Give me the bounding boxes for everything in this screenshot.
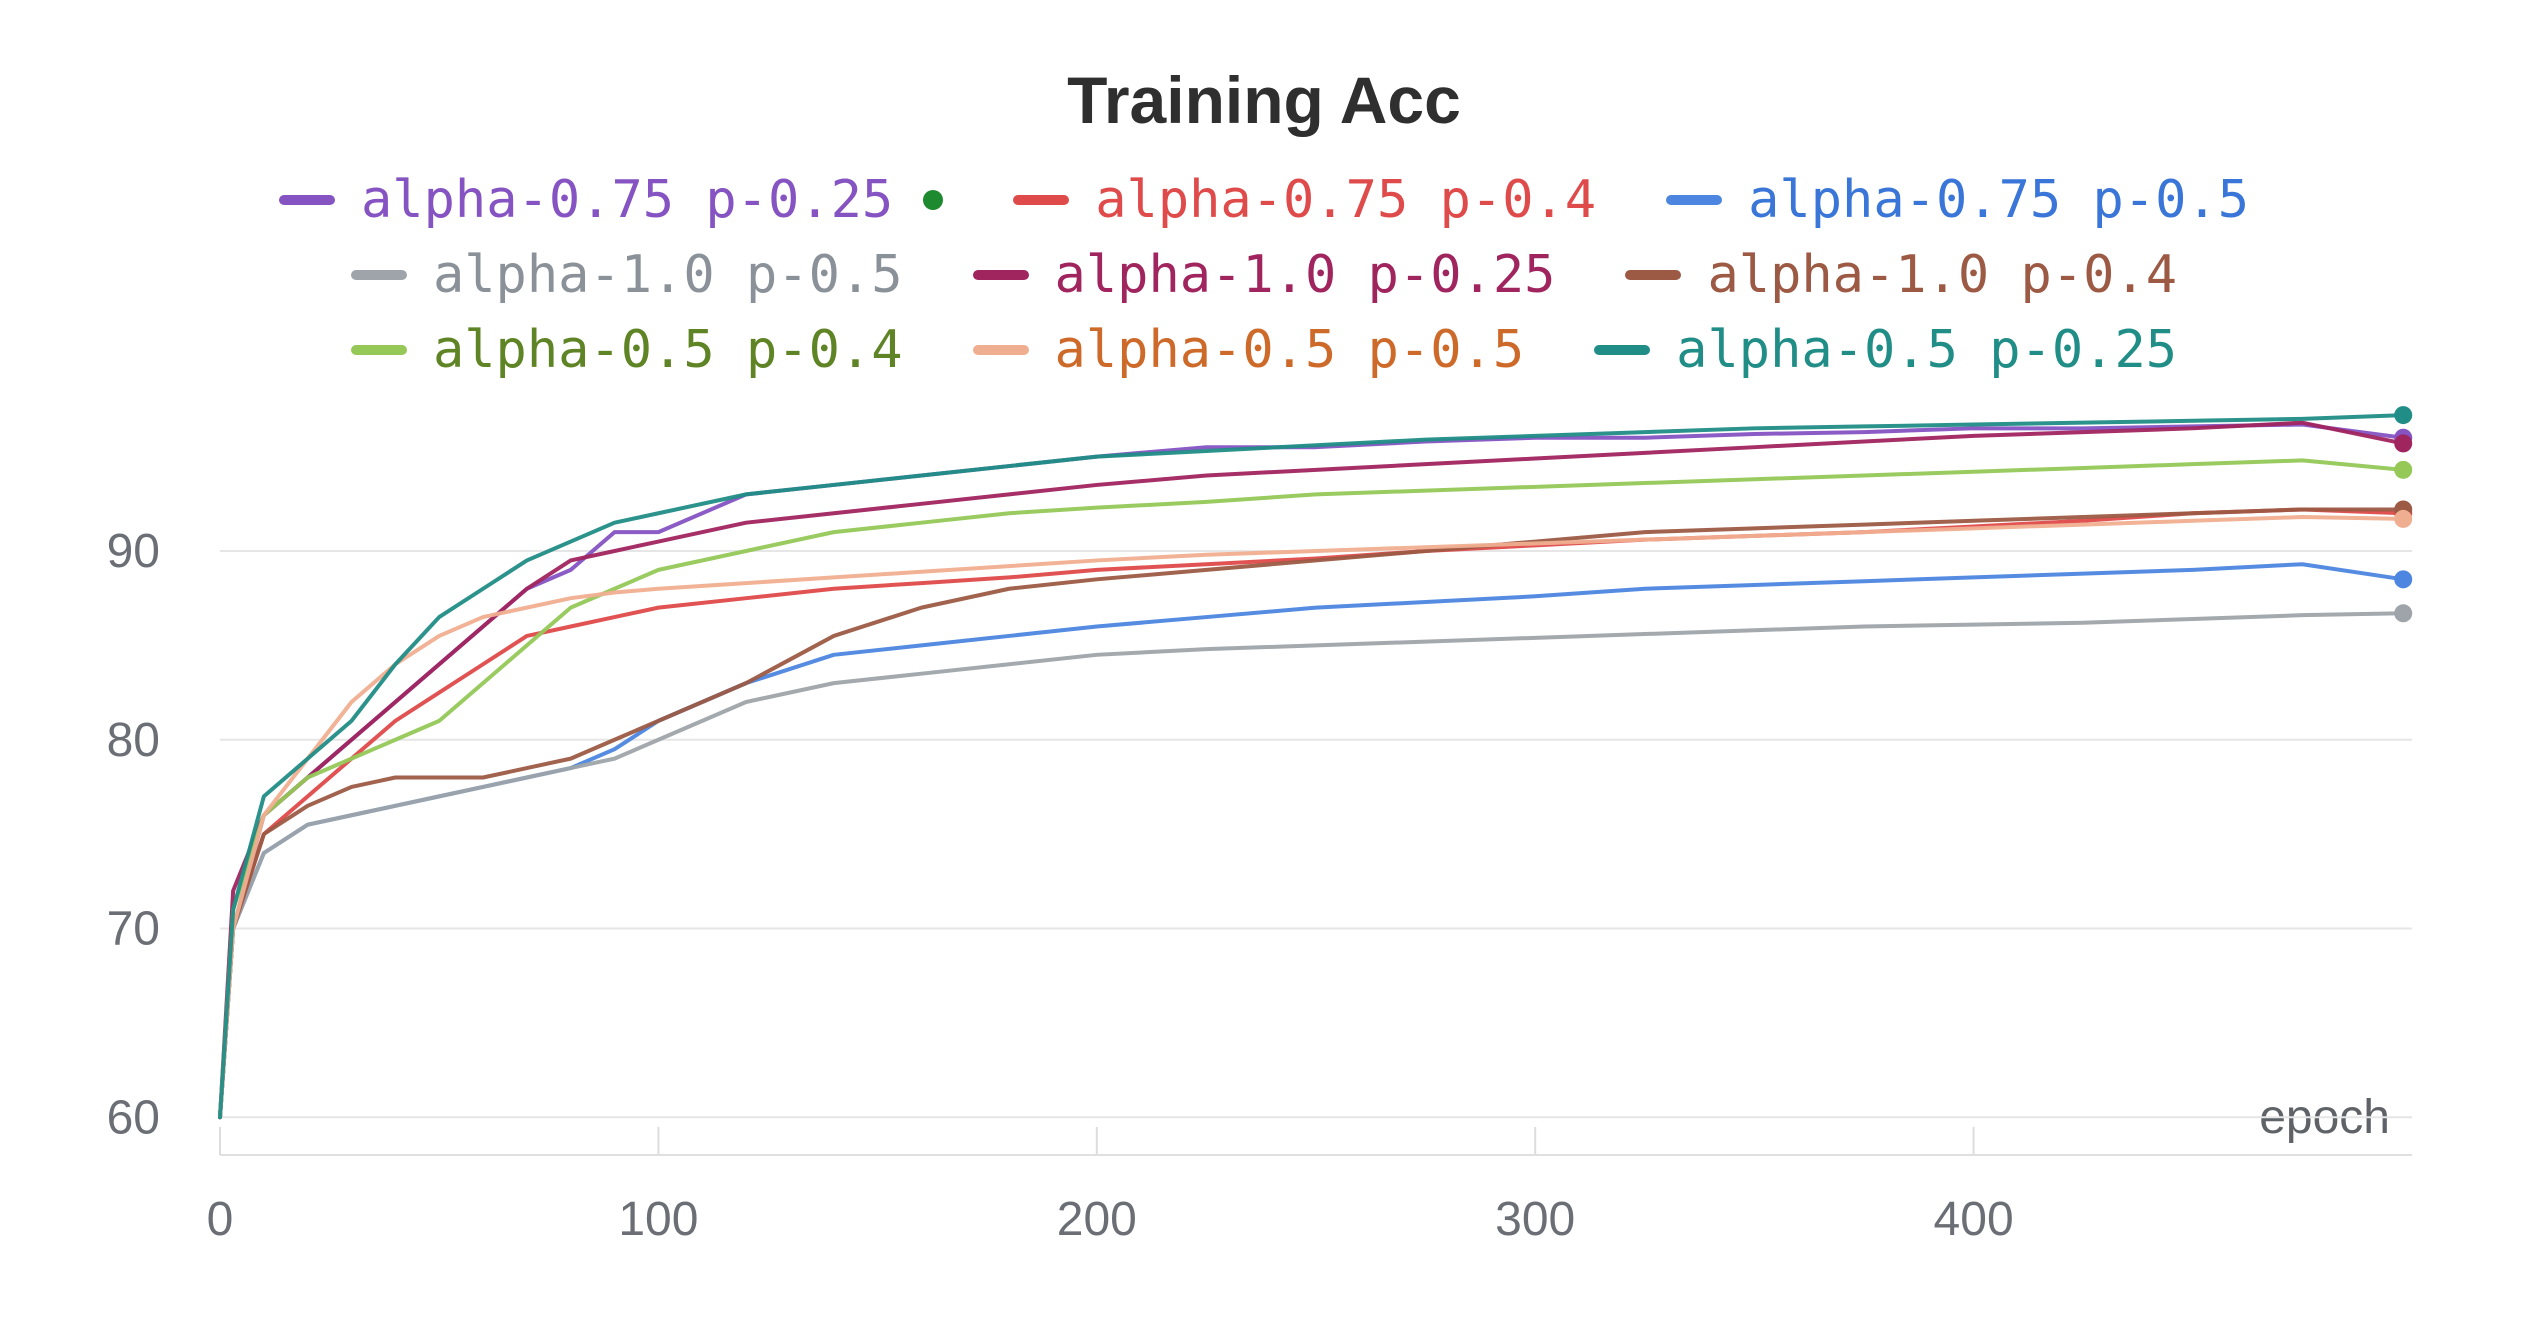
legend-row-2: alpha-1.0 p-0.5 alpha-1.0 p-0.25 alpha-1… [0, 245, 2528, 305]
legend-label: alpha-0.75 p-0.25 [360, 170, 894, 230]
legend-swatch [278, 195, 335, 205]
series-line [218, 458, 2406, 1120]
legend-item[interactable]: alpha-0.5 p-0.4 [350, 320, 903, 380]
legend-swatch [350, 345, 407, 355]
x-tick-label: 200 [1057, 1193, 1137, 1246]
series-line [218, 422, 2406, 1120]
legend-swatch [350, 270, 407, 280]
legend-swatch [1594, 345, 1651, 355]
legend-label: alpha-0.5 p-0.5 [1054, 320, 1525, 380]
series-end-point [2394, 460, 2413, 479]
legend-item[interactable]: alpha-0.5 p-0.5 [972, 320, 1525, 380]
series-end-point [2394, 434, 2413, 453]
y-tick-label: 90 [107, 525, 160, 578]
legend-item[interactable]: alpha-1.0 p-0.25 [972, 245, 1556, 305]
legend-item[interactable]: alpha-0.75 p-0.4 [1013, 170, 1596, 230]
legend-item[interactable]: alpha-0.75 p-0.25 [278, 170, 944, 230]
series-end-point [2394, 570, 2413, 589]
series-line [218, 507, 2406, 1120]
legend-item[interactable]: alpha-1.0 p-0.4 [1625, 245, 2177, 305]
legend-swatch [972, 270, 1029, 280]
series-line [218, 515, 2406, 1120]
series-end-point [2394, 509, 2413, 528]
highlight-dot-icon [923, 190, 944, 210]
legend-swatch [1625, 270, 1682, 280]
legend-swatch [1666, 195, 1723, 205]
legend-label: alpha-0.5 p-0.4 [432, 320, 903, 380]
series-line [218, 420, 2406, 1120]
legend-label: alpha-1.0 p-0.25 [1054, 245, 1556, 305]
legend-row-1: alpha-0.75 p-0.25 alpha-0.75 p-0.4 alpha… [0, 170, 2528, 230]
x-tick-label: 0 [207, 1193, 234, 1246]
legend-item[interactable]: alpha-1.0 p-0.5 [350, 245, 903, 305]
legend-row-3: alpha-0.5 p-0.4 alpha-0.5 p-0.5 alpha-0.… [0, 320, 2528, 380]
series-end-point [2394, 406, 2413, 425]
legend-label: alpha-1.0 p-0.4 [1707, 245, 2178, 305]
legend-item[interactable]: alpha-0.75 p-0.5 [1666, 170, 2249, 230]
legend-label: alpha-0.75 p-0.4 [1095, 170, 1597, 230]
series-line [218, 413, 2406, 1120]
x-tick-label: 100 [618, 1193, 698, 1246]
x-tick-label: 300 [1495, 1193, 1575, 1246]
legend-label: alpha-1.0 p-0.5 [432, 245, 903, 305]
y-tick-label: 80 [107, 714, 160, 767]
legend-label: alpha-0.75 p-0.5 [1748, 170, 2250, 230]
series-end-point [2394, 604, 2413, 623]
legend-label: alpha-0.5 p-0.25 [1676, 320, 2178, 380]
y-tick-label: 70 [107, 903, 160, 956]
legend-item[interactable]: alpha-0.5 p-0.25 [1594, 320, 2177, 380]
series-line [218, 611, 2406, 1120]
chart-title: Training Acc [1067, 63, 1461, 137]
legend-swatch [972, 345, 1029, 355]
y-tick-label: 60 [107, 1091, 160, 1144]
series-line [218, 507, 2406, 1120]
legend-swatch [1013, 195, 1070, 205]
x-tick-label: 400 [1934, 1193, 2014, 1246]
